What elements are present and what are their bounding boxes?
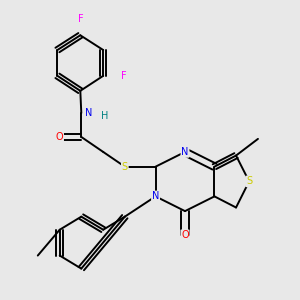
Text: S: S bbox=[246, 176, 252, 186]
Text: S: S bbox=[122, 162, 128, 172]
Text: O: O bbox=[56, 132, 63, 142]
Text: F: F bbox=[77, 14, 83, 24]
Text: N: N bbox=[152, 191, 159, 201]
Text: O: O bbox=[181, 230, 189, 240]
Text: H: H bbox=[101, 111, 108, 121]
Text: N: N bbox=[181, 147, 189, 157]
Text: N: N bbox=[85, 108, 92, 118]
Text: F: F bbox=[121, 71, 127, 81]
